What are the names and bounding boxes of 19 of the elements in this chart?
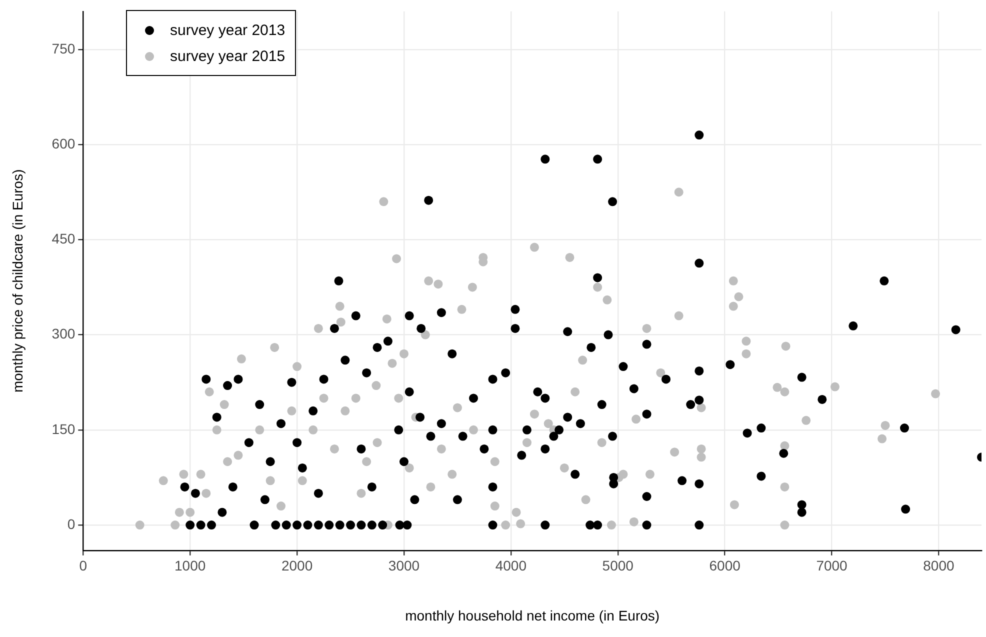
x-tick-label: 2000 [281,558,313,574]
legend-label: survey year 2015 [170,48,286,64]
x-tick-label: 8000 [923,558,954,574]
y-axis-title: monthly price of childcare (in Euros) [9,169,26,393]
x-tick-label: 5000 [602,558,634,574]
y-tick-label: 0 [67,516,76,532]
y-tick-label: 750 [52,40,76,56]
x-tick-label: 6000 [709,558,741,574]
y-tick-label: 600 [52,135,76,152]
legend-label: survey year 2013 [170,22,286,38]
x-axis-title: monthly household net income (in Euros) [405,607,660,624]
x-tick-label: 1000 [174,558,206,574]
x-tick-label: 3000 [388,558,420,574]
y-tick-label: 150 [52,420,76,437]
y-tick-label: 450 [52,230,76,247]
x-tick-label: 0 [79,558,88,574]
x-tick-label: 4000 [495,558,527,574]
y-tick-label: 300 [52,326,76,342]
x-tick-label: 7000 [816,558,848,574]
